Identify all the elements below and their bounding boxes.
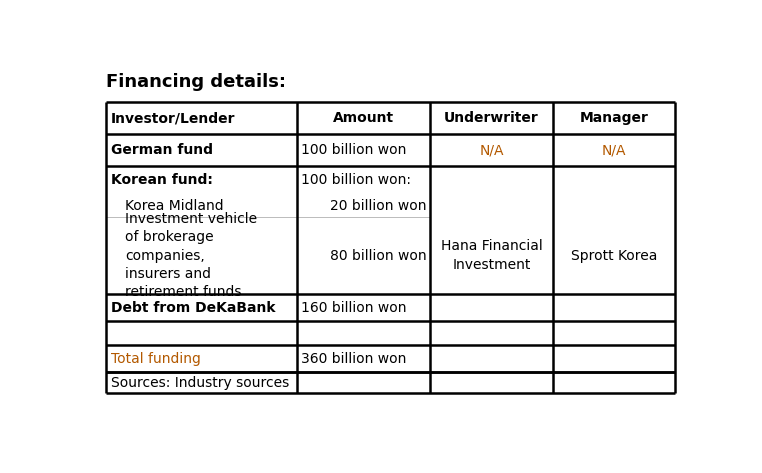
Text: Investment vehicle
of brokerage
companies,
insurers and
retirement funds: Investment vehicle of brokerage companie…: [126, 212, 258, 299]
Text: 80 billion won: 80 billion won: [330, 249, 427, 263]
Text: Investor/Lender: Investor/Lender: [110, 111, 235, 125]
Text: German fund: German fund: [110, 143, 213, 158]
Text: Manager: Manager: [580, 111, 648, 125]
Text: Amount: Amount: [333, 111, 394, 125]
Text: Sprott Korea: Sprott Korea: [571, 249, 657, 263]
Text: Hana Financial
Investment: Hana Financial Investment: [440, 239, 543, 272]
Text: N/A: N/A: [479, 143, 504, 158]
Text: Financing details:: Financing details:: [106, 73, 286, 91]
Text: Underwriter: Underwriter: [444, 111, 539, 125]
Text: 160 billion won: 160 billion won: [301, 300, 407, 315]
Text: Sources: Industry sources: Sources: Industry sources: [110, 376, 289, 390]
Text: 100 billion won: 100 billion won: [301, 143, 407, 158]
Text: 100 billion won:: 100 billion won:: [301, 173, 411, 187]
Text: 20 billion won: 20 billion won: [331, 199, 427, 212]
Text: Total funding: Total funding: [110, 351, 200, 366]
Text: 360 billion won: 360 billion won: [301, 351, 407, 366]
Text: Debt from DeKaBank: Debt from DeKaBank: [110, 300, 275, 315]
Text: Korean fund:: Korean fund:: [110, 173, 213, 187]
Text: Korea Midland: Korea Midland: [126, 199, 224, 212]
Text: N/A: N/A: [602, 143, 626, 158]
